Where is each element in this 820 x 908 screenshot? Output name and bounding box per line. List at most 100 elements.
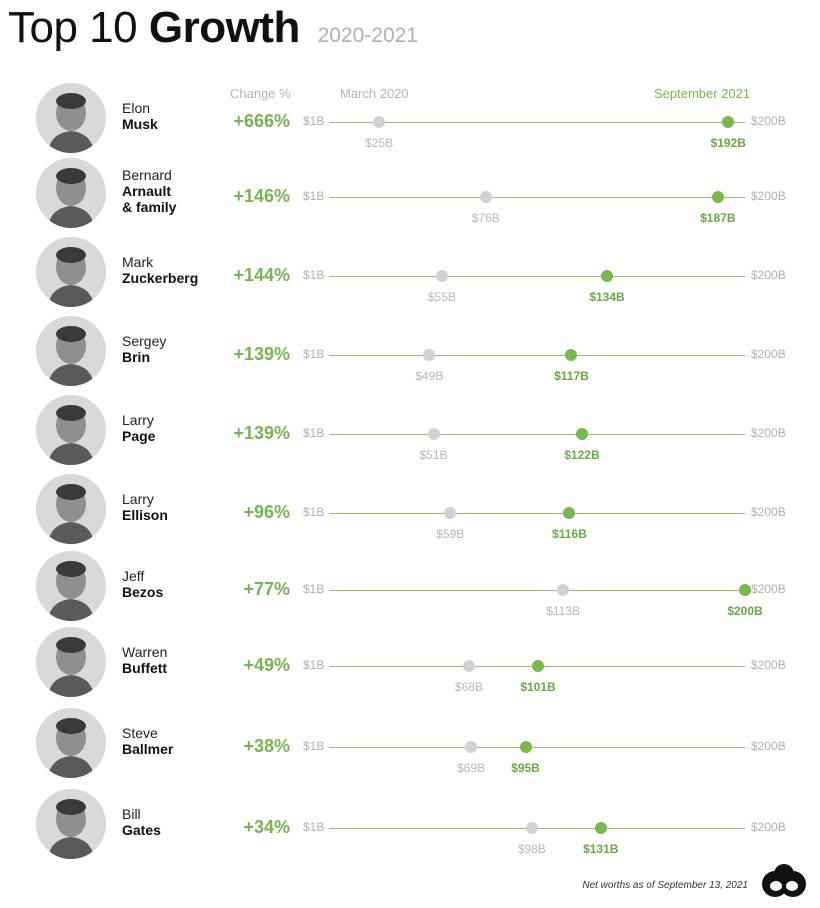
title-prefix: Top 10 [8,3,138,52]
axis-max-label: $200B [751,347,786,361]
person-row: Mark Zuckerberg +144% $1B $200B $55B $134B [0,237,820,316]
person-row: Steve Ballmer +38% $1B $200B $69B $95B [0,708,820,787]
first-name: Elon [122,100,151,116]
start-value-label: $49B [415,369,444,383]
start-value-label: $69B [457,761,486,775]
start-value-label: $59B [436,527,465,541]
last-name: Arnault [122,183,171,199]
axis-max-label: $200B [751,582,786,596]
person-photo [36,708,106,778]
end-value-dot [601,270,614,282]
person-photo [36,395,106,465]
start-value-label: $55B [427,290,456,304]
person-name: Jeff Bezos [122,568,163,600]
axis-max-label: $200B [751,505,786,519]
end-value-label: $187B [700,211,736,225]
portrait-icon [36,789,106,859]
start-value-label: $98B [517,842,546,856]
axis-max-label: $200B [751,114,786,128]
range-track [329,513,745,514]
person-row: Sergey Brin +139% $1B $200B $49B $117B [0,316,820,395]
axis-min-label: $1B [303,582,325,596]
first-name: Steve [122,725,158,741]
end-value-dot [739,584,751,596]
axis-max-label: $200B [751,739,786,753]
end-value-label: $101B [520,680,556,694]
range-track [329,590,745,591]
person-name: Elon Musk [122,100,158,132]
person-photo [36,158,106,228]
range-track [329,276,745,277]
start-value-dot [373,116,386,128]
first-name: Larry [122,412,154,428]
person-photo [36,789,106,859]
person-row: Elon Musk +666% $1B $200B $25B $192B [0,82,820,160]
header-change: Change % [230,86,291,101]
start-value-dot [435,270,448,282]
title-years: 2020-2021 [317,24,418,47]
person-photo [36,551,106,621]
axis-min-label: $1B [303,820,325,834]
chart-title: Top 10 Growth 2020-2021 [8,2,418,62]
portrait-icon [36,237,106,307]
end-value-label: $117B [554,369,589,383]
start-value-dot [463,660,476,672]
person-name: Larry Page [122,412,155,444]
person-name: Sergey Brin [122,333,166,365]
header-end: September 2021 [654,86,751,101]
footnote: Net worths as of September 13, 2021 [582,880,748,891]
portrait-icon [36,627,106,697]
axis-max-label: $200B [751,426,786,440]
last-name: Page [122,428,156,444]
end-value-label: $122B [564,448,600,462]
range-track [329,747,745,748]
portrait-icon [36,395,106,465]
axis-min-label: $1B [303,189,325,203]
last-name: Ellison [122,507,168,523]
person-name: Larry Ellison [122,491,168,523]
portrait-icon [36,551,106,621]
start-value-dot [427,428,440,440]
last-name: Brin [122,349,150,365]
start-value-label: $68B [455,680,484,694]
person-row: Warren Buffett +49% $1B $200B $68B $101B [0,627,820,706]
person-name: Steve Ballmer [122,725,173,757]
header-start: March 2020 [340,86,409,101]
change-percent: +38% [243,736,290,756]
first-name: Jeff [122,568,145,584]
end-value-label: $200B [727,604,763,618]
first-name: Warren [122,644,168,660]
end-value-dot [575,428,588,440]
first-name: Mark [122,254,154,270]
axis-min-label: $1B [303,268,325,282]
start-value-label: $51B [419,448,448,462]
range-track [329,434,745,435]
axis-max-label: $200B [751,658,786,672]
person-name: Bill Gates [122,806,161,838]
portrait-icon [36,708,106,778]
axis-min-label: $1B [303,505,325,519]
change-percent: +49% [243,655,290,675]
end-value-dot [519,741,532,753]
last-name: Ballmer [122,741,174,757]
portrait-icon [36,158,106,228]
start-value-dot [465,741,478,753]
change-percent: +34% [243,817,290,837]
person-photo [36,474,106,544]
end-value-dot [563,507,576,519]
person-photo [36,316,106,386]
axis-min-label: $1B [303,739,325,753]
person-name: Warren Buffett [122,644,167,676]
start-value-dot [479,191,492,203]
portrait-icon [36,316,106,386]
start-value-label: $76B [471,211,500,225]
last-name: Bezos [122,584,164,600]
last-name: Gates [122,822,161,838]
first-name: Bernard [122,167,172,183]
end-value-dot [532,660,545,672]
last-name-line2: & family [122,199,177,215]
title-main: Growth [148,3,300,52]
axis-min-label: $1B [303,347,325,361]
start-value-label: $113B [546,604,581,618]
start-value-dot [423,349,436,361]
